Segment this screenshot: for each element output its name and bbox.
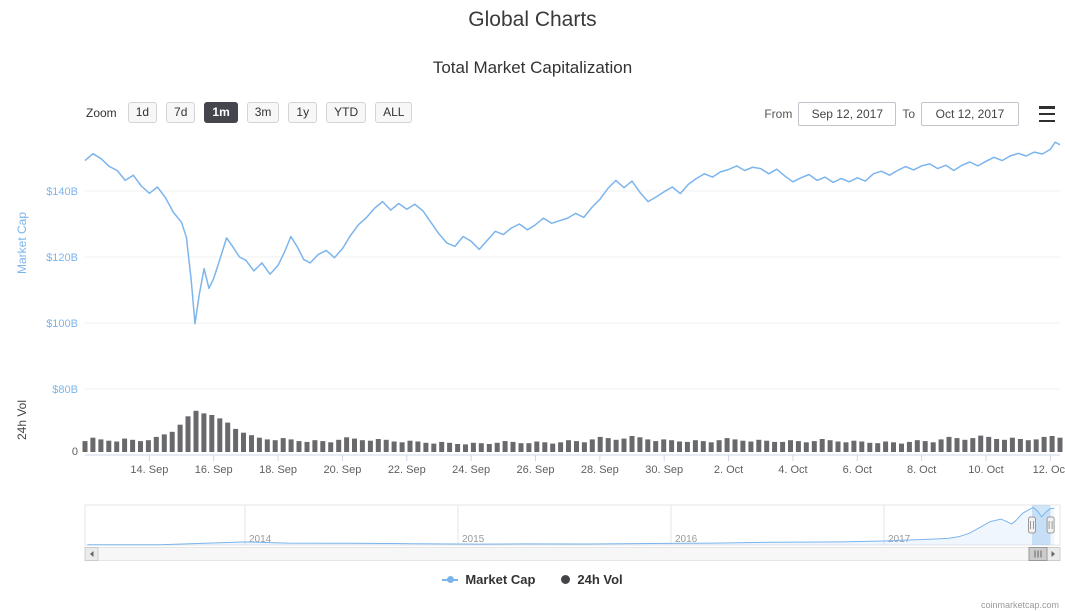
zoom-button-7d[interactable]: 7d — [166, 102, 196, 123]
svg-text:6. Oct: 6. Oct — [843, 464, 872, 476]
svg-text:24. Sep: 24. Sep — [452, 464, 490, 476]
svg-text:2016: 2016 — [675, 534, 698, 545]
chart-credit-link[interactable]: coinmarketcap.com — [980, 600, 1059, 610]
svg-text:12. Oct: 12. Oct — [1033, 464, 1065, 476]
marketcap-gridlines — [85, 190, 1060, 390]
date-range-selector: From To — [764, 102, 1019, 126]
scrollbar-right-button[interactable] — [1046, 547, 1061, 561]
svg-text:2017: 2017 — [888, 534, 911, 545]
from-label: From — [764, 107, 793, 121]
svg-text:16. Sep: 16. Sep — [195, 464, 233, 476]
market-cap-line-marker-icon — [442, 576, 459, 583]
svg-text:20. Sep: 20. Sep — [323, 464, 361, 476]
navigator-selected-range[interactable] — [1032, 505, 1051, 545]
from-date-input[interactable] — [798, 102, 897, 126]
zoom-button-1m[interactable]: 1m — [204, 102, 238, 123]
svg-text:26. Sep: 26. Sep — [517, 464, 555, 476]
legend-label-24h-vol: 24h Vol — [577, 572, 623, 587]
legend-label-market-cap: Market Cap — [465, 572, 536, 587]
svg-text:2. Oct: 2. Oct — [714, 464, 743, 476]
svg-text:2014: 2014 — [249, 534, 272, 545]
to-label: To — [902, 107, 915, 121]
svg-text:10. Oct: 10. Oct — [968, 464, 1003, 476]
svg-text:$100B: $100B — [46, 318, 78, 330]
svg-text:22. Sep: 22. Sep — [388, 464, 426, 476]
scrollbar-thumb[interactable] — [1028, 547, 1048, 561]
zoom-button-3m[interactable]: 3m — [246, 102, 280, 123]
chart-svg: 14. Sep 16. Sep 18. Sep 20. Sep 22. Sep 24. S… — [46, 141, 1065, 561]
zoom-label: Zoom — [86, 105, 117, 120]
navigator[interactable]: 2014 2015 2016 2017 — [84, 504, 1061, 546]
svg-text:4. Oct: 4. Oct — [778, 464, 807, 476]
navigator-handle-right[interactable] — [1046, 516, 1055, 534]
zoom-controls: Zoom 1d 7d 1m 3m 1y YTD ALL — [86, 102, 413, 123]
navigator-handle-left[interactable] — [1028, 516, 1036, 534]
volume-dot-marker-icon — [561, 575, 571, 584]
svg-text:0: 0 — [72, 446, 78, 458]
legend-item-market-cap[interactable]: Market Cap — [442, 572, 535, 587]
svg-text:$80B: $80B — [52, 384, 78, 396]
svg-text:28. Sep: 28. Sep — [581, 464, 619, 476]
volume-y-axis: 0 — [72, 446, 78, 458]
zoom-button-all[interactable]: ALL — [375, 102, 413, 123]
legend-item-24h-vol[interactable]: 24h Vol — [561, 572, 623, 587]
page-title: Global Charts — [468, 8, 597, 31]
scrollbar[interactable] — [84, 547, 1061, 561]
marketcap-y-axis: $140B $120B $100B $80B — [46, 186, 78, 396]
volume-series — [82, 410, 1063, 452]
chart-legend: Market Cap 24h Vol — [0, 572, 1065, 587]
svg-text:14. Sep: 14. Sep — [130, 464, 168, 476]
marketcap-series[interactable] — [84, 141, 1061, 325]
svg-text:$140B: $140B — [46, 186, 78, 198]
scrollbar-left-button[interactable] — [84, 547, 99, 561]
zoom-button-1d[interactable]: 1d — [127, 102, 158, 123]
svg-text:$120B: $120B — [46, 252, 78, 264]
svg-text:8. Oct: 8. Oct — [907, 464, 936, 476]
hamburger-menu-icon[interactable] — [1037, 106, 1057, 122]
chart-title: Total Market Capitalization — [432, 58, 633, 77]
svg-text:30. Sep: 30. Sep — [645, 464, 683, 476]
to-date-input[interactable] — [921, 102, 1019, 126]
svg-text:2015: 2015 — [462, 534, 485, 545]
x-axis: 14. Sep 16. Sep 18. Sep 20. Sep 22. Sep 24. S… — [85, 454, 1065, 476]
zoom-button-1y[interactable]: 1y — [288, 102, 318, 123]
zoom-button-ytd[interactable]: YTD — [326, 102, 367, 123]
svg-text:18. Sep: 18. Sep — [259, 464, 297, 476]
